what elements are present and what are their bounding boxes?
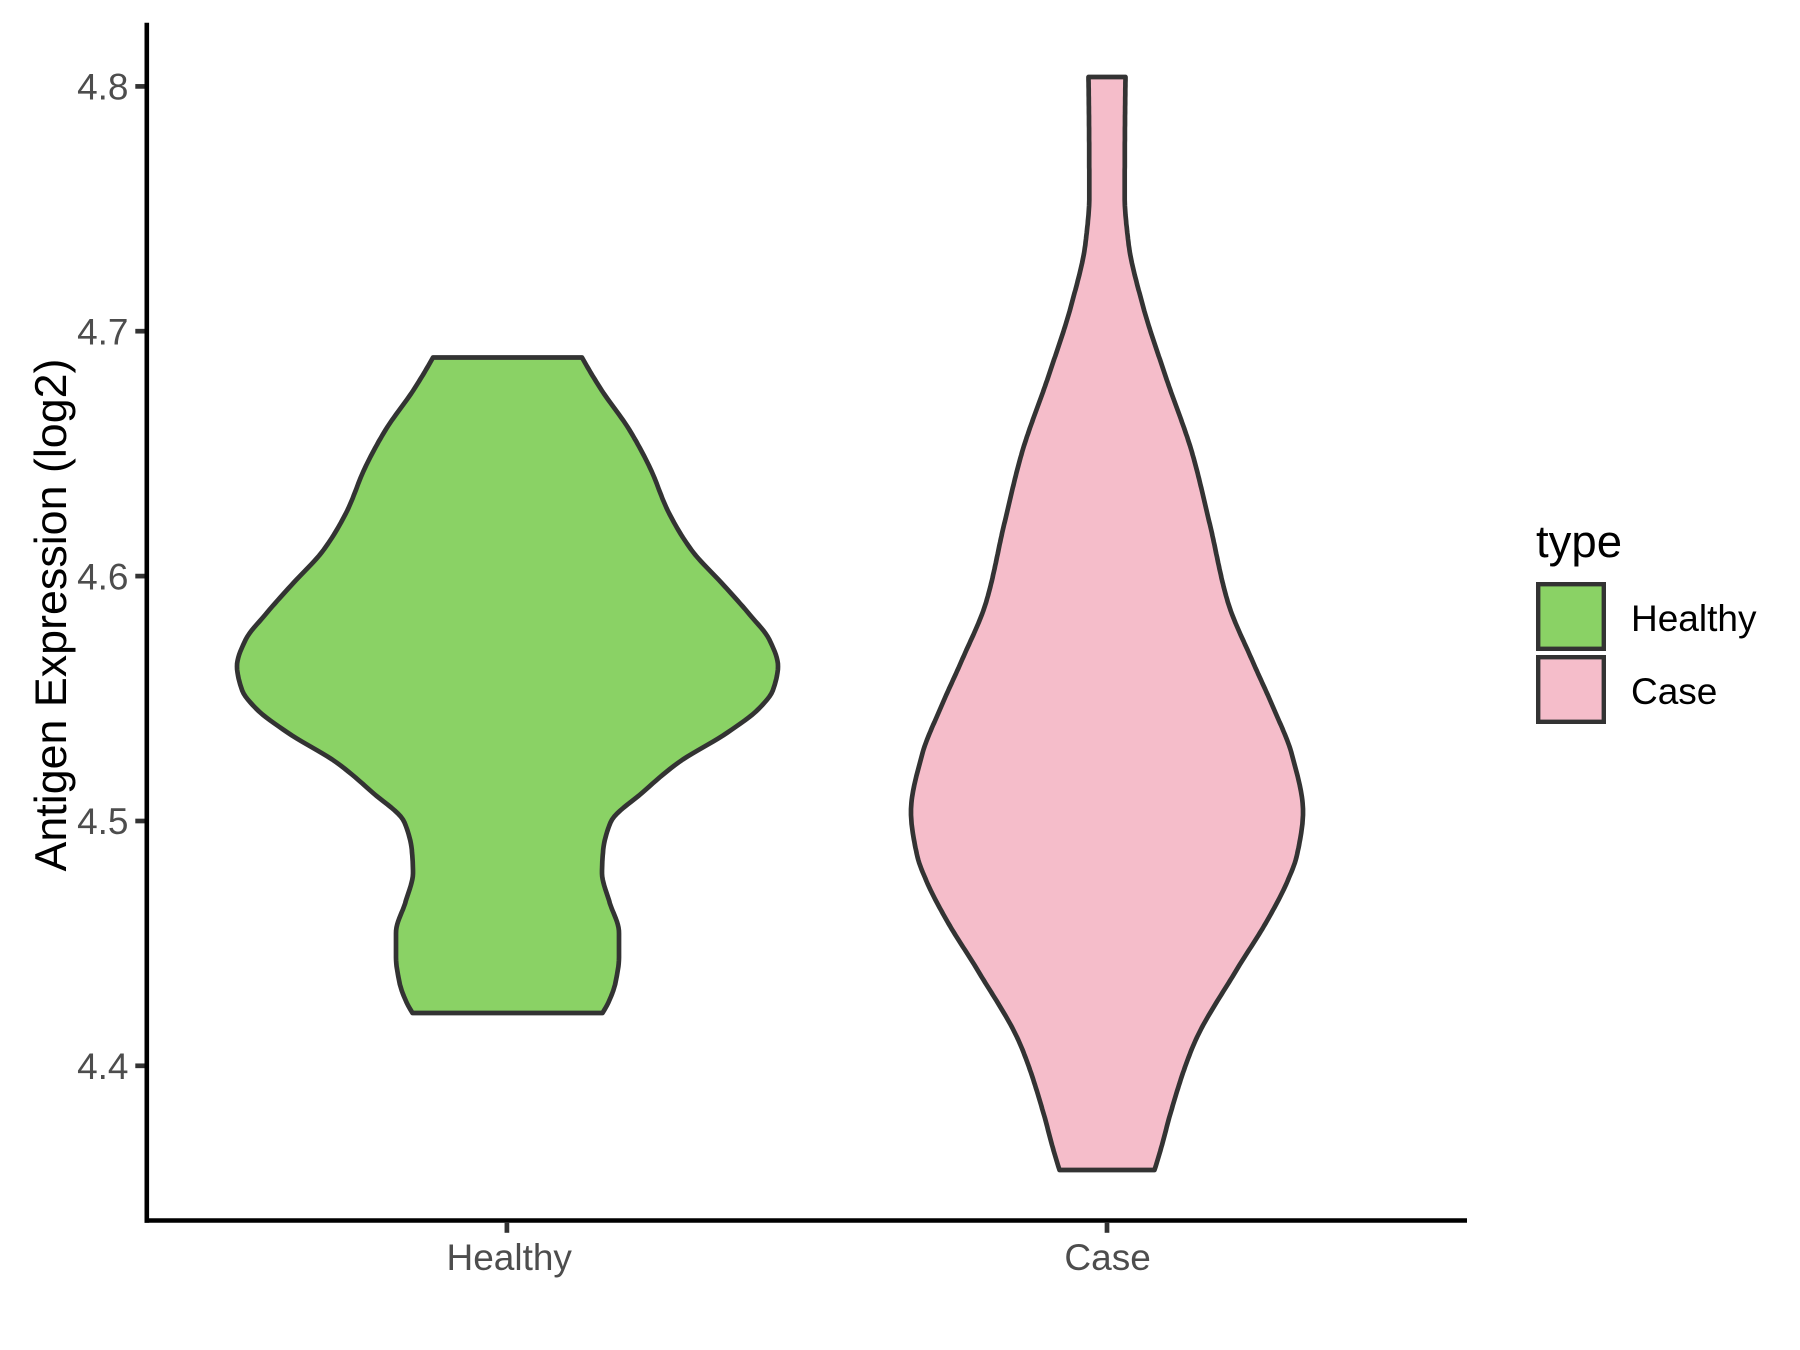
svg-text:4.4: 4.4	[77, 1046, 128, 1087]
svg-text:Healthy: Healthy	[446, 1237, 572, 1278]
svg-text:type: type	[1536, 516, 1622, 567]
svg-text:Case: Case	[1064, 1237, 1150, 1278]
svg-text:Antigen Expression (log2): Antigen Expression (log2)	[26, 359, 76, 872]
svg-text:Healthy: Healthy	[1631, 598, 1757, 639]
svg-text:4.6: 4.6	[77, 556, 128, 597]
svg-text:4.5: 4.5	[77, 801, 128, 842]
svg-text:4.8: 4.8	[77, 67, 128, 108]
svg-text:Case: Case	[1631, 671, 1717, 712]
svg-text:4.7: 4.7	[77, 311, 128, 352]
